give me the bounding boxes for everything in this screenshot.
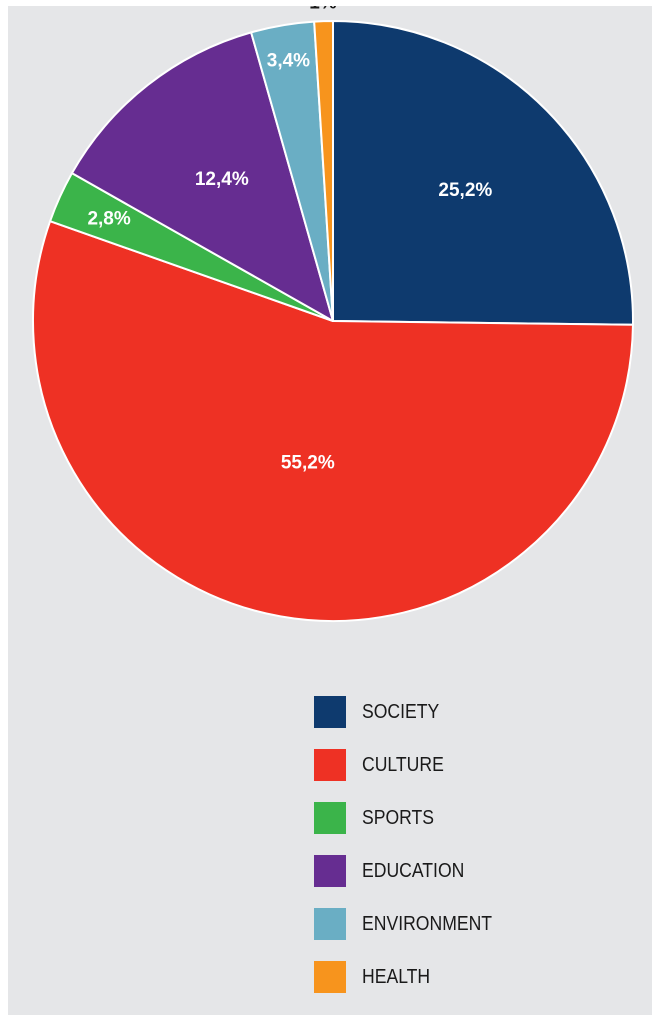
legend-label: CULTURE xyxy=(362,753,444,776)
slice-label-health: 1% xyxy=(309,6,337,14)
pie-slice-education xyxy=(70,31,334,322)
legend-swatch xyxy=(314,908,346,940)
legend-item-environment: ENVIRONMENT xyxy=(314,908,510,940)
slice-label-sports: 2,8% xyxy=(87,209,130,230)
legend-swatch xyxy=(314,696,346,728)
legend-item-society: SOCIETY xyxy=(314,696,510,728)
legend-swatch xyxy=(314,802,346,834)
slice-label-environment: 3,4% xyxy=(267,50,310,71)
legend: SOCIETY CULTURE SPORTS EDUCATION ENVIRONMENT… xyxy=(314,696,510,1014)
legend-item-sports: SPORTS xyxy=(314,802,510,834)
pie-slice-health xyxy=(313,20,334,322)
legend-label: HEALTH xyxy=(362,965,431,988)
slice-label-culture: 55,2% xyxy=(281,452,335,473)
legend-label: SPORTS xyxy=(362,806,435,829)
slice-label-society: 25,2% xyxy=(438,180,492,201)
pie-chart: 25,2% 55,2% 2,8% 12,4% 3,4% 1% xyxy=(32,6,634,622)
legend-item-culture: CULTURE xyxy=(314,749,510,781)
legend-label: EDUCATION xyxy=(362,859,465,882)
legend-label: ENVIRONMENT xyxy=(362,912,493,935)
legend-swatch xyxy=(314,855,346,887)
chart-panel: 25,2% 55,2% 2,8% 12,4% 3,4% 1% SOCIETY CULTURE… xyxy=(8,6,652,1015)
legend-swatch xyxy=(314,749,346,781)
legend-item-health: HEALTH xyxy=(314,961,510,993)
legend-label: SOCIETY xyxy=(362,700,440,723)
slice-label-education: 12,4% xyxy=(195,169,249,190)
pie-slice-culture xyxy=(32,220,634,622)
pie-slice-society xyxy=(332,20,634,326)
legend-item-education: EDUCATION xyxy=(314,855,510,887)
legend-swatch xyxy=(314,961,346,993)
